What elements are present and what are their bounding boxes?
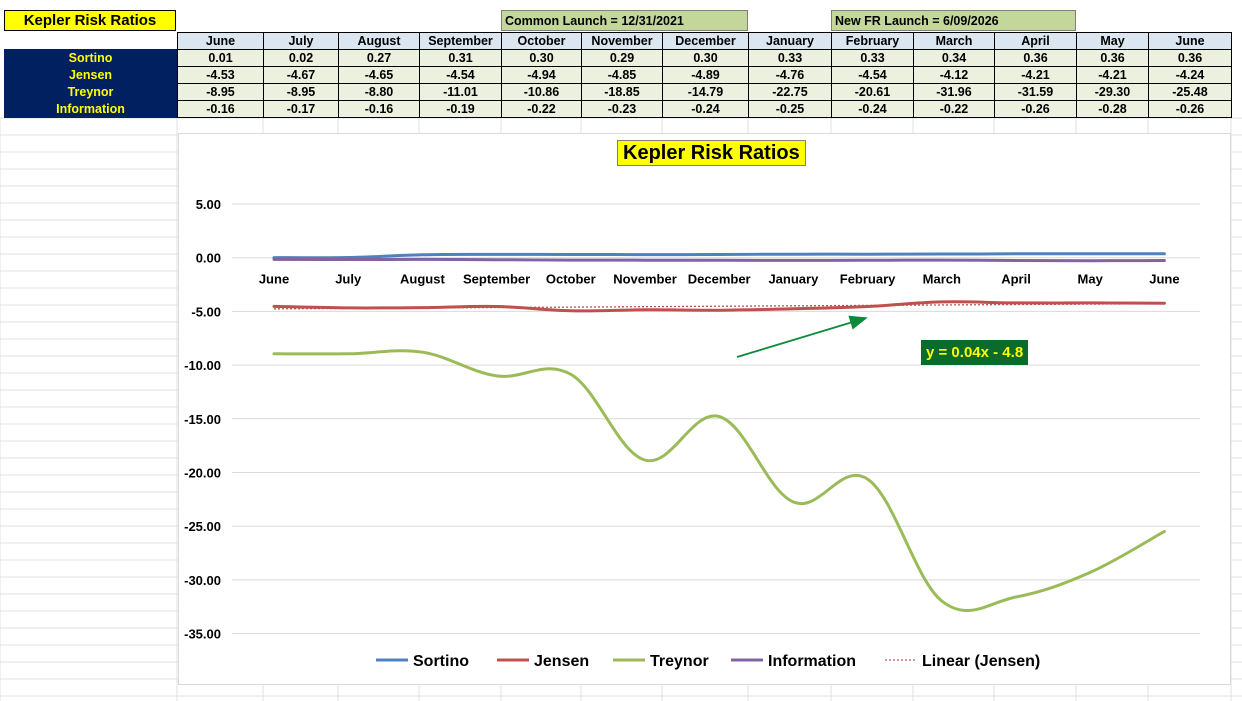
table-cell[interactable]: -0.22 bbox=[501, 100, 582, 118]
y-tick-label: -35.00 bbox=[184, 627, 221, 642]
legend-label: Linear (Jensen) bbox=[922, 653, 1040, 670]
table-cell[interactable]: -0.24 bbox=[831, 100, 914, 118]
legend-label: Sortino bbox=[413, 653, 469, 670]
x-tick-label: December bbox=[688, 272, 751, 287]
y-tick-label: -25.00 bbox=[184, 519, 221, 534]
table-cell[interactable]: -25.48 bbox=[1148, 83, 1232, 101]
table-cell[interactable]: -14.79 bbox=[662, 83, 749, 101]
month-header[interactable]: September bbox=[419, 32, 502, 50]
series-line-jensen bbox=[272, 300, 1166, 313]
chart-area[interactable] bbox=[178, 133, 1231, 685]
y-tick-label: 5.00 bbox=[196, 197, 221, 212]
row-label[interactable]: Sortino bbox=[4, 49, 177, 67]
common-launch-label[interactable]: Common Launch = 12/31/2021 bbox=[501, 10, 748, 31]
table-cell[interactable]: -0.26 bbox=[994, 100, 1077, 118]
new-fr-launch-label[interactable]: New FR Launch = 6/09/2026 bbox=[831, 10, 1076, 31]
table-cell[interactable]: -0.17 bbox=[263, 100, 339, 118]
trendline-equation: y = 0.04x - 4.8 bbox=[921, 340, 1029, 365]
table-cell[interactable]: -0.25 bbox=[748, 100, 832, 118]
y-tick-label: -30.00 bbox=[184, 573, 221, 588]
series-line-treynor bbox=[272, 349, 1166, 612]
table-cell[interactable]: -4.67 bbox=[263, 66, 339, 84]
table-cell[interactable]: -0.24 bbox=[662, 100, 749, 118]
table-cell[interactable]: 0.30 bbox=[662, 49, 749, 67]
table-cell[interactable]: -0.26 bbox=[1148, 100, 1232, 118]
y-tick-label: -5.00 bbox=[191, 304, 221, 319]
x-tick-label: July bbox=[335, 272, 362, 287]
legend-label: Treynor bbox=[650, 653, 709, 670]
table-cell[interactable]: -4.85 bbox=[581, 66, 663, 84]
sheet-title[interactable]: Kepler Risk Ratios bbox=[4, 10, 176, 31]
y-tick-label: -20.00 bbox=[184, 466, 221, 481]
table-cell[interactable]: -8.95 bbox=[263, 83, 339, 101]
y-tick-label: -15.00 bbox=[184, 412, 221, 427]
table-cell[interactable]: -4.21 bbox=[1076, 66, 1149, 84]
table-cell[interactable]: -0.16 bbox=[177, 100, 264, 118]
table-cell[interactable]: -0.16 bbox=[338, 100, 420, 118]
y-tick-label: 0.00 bbox=[196, 251, 221, 266]
x-tick-label: October bbox=[546, 272, 596, 287]
x-tick-label: November bbox=[613, 272, 677, 287]
series-line-sortino bbox=[272, 252, 1166, 260]
x-tick-label: January bbox=[768, 272, 819, 287]
legend-label: Information bbox=[768, 653, 856, 670]
x-tick-label: August bbox=[400, 272, 445, 287]
x-tick-label: March bbox=[923, 272, 961, 287]
x-tick-label: May bbox=[1078, 272, 1104, 287]
series-line-information bbox=[272, 257, 1166, 263]
table-cell[interactable]: -0.19 bbox=[419, 100, 502, 118]
x-tick-label: February bbox=[840, 272, 896, 287]
legend-label: Jensen bbox=[534, 653, 589, 670]
table-cell[interactable]: 0.36 bbox=[1148, 49, 1232, 67]
x-tick-label: June bbox=[259, 272, 289, 287]
x-tick-label: September bbox=[463, 272, 530, 287]
chart-title: Kepler Risk Ratios bbox=[617, 140, 806, 166]
x-tick-label: April bbox=[1001, 272, 1031, 287]
table-cell[interactable]: 0.02 bbox=[263, 49, 339, 67]
row-label[interactable]: Information bbox=[4, 100, 177, 118]
table-cell[interactable]: -22.75 bbox=[748, 83, 832, 101]
table-cell[interactable]: -31.96 bbox=[913, 83, 995, 101]
annotation-arrow bbox=[736, 315, 868, 358]
month-header[interactable]: May bbox=[1076, 32, 1149, 50]
y-tick-label: -10.00 bbox=[184, 358, 221, 373]
table-cell[interactable]: -4.89 bbox=[662, 66, 749, 84]
data-table: Kepler Risk Ratios Common Launch = 12/31… bbox=[0, 0, 1242, 120]
table-cell[interactable]: -0.28 bbox=[1076, 100, 1149, 118]
table-cell[interactable]: -4.54 bbox=[831, 66, 914, 84]
table-cell[interactable]: 0.01 bbox=[177, 49, 264, 67]
table-cell[interactable]: -0.22 bbox=[913, 100, 995, 118]
x-tick-label: June bbox=[1149, 272, 1179, 287]
table-cell[interactable]: -20.61 bbox=[831, 83, 914, 101]
